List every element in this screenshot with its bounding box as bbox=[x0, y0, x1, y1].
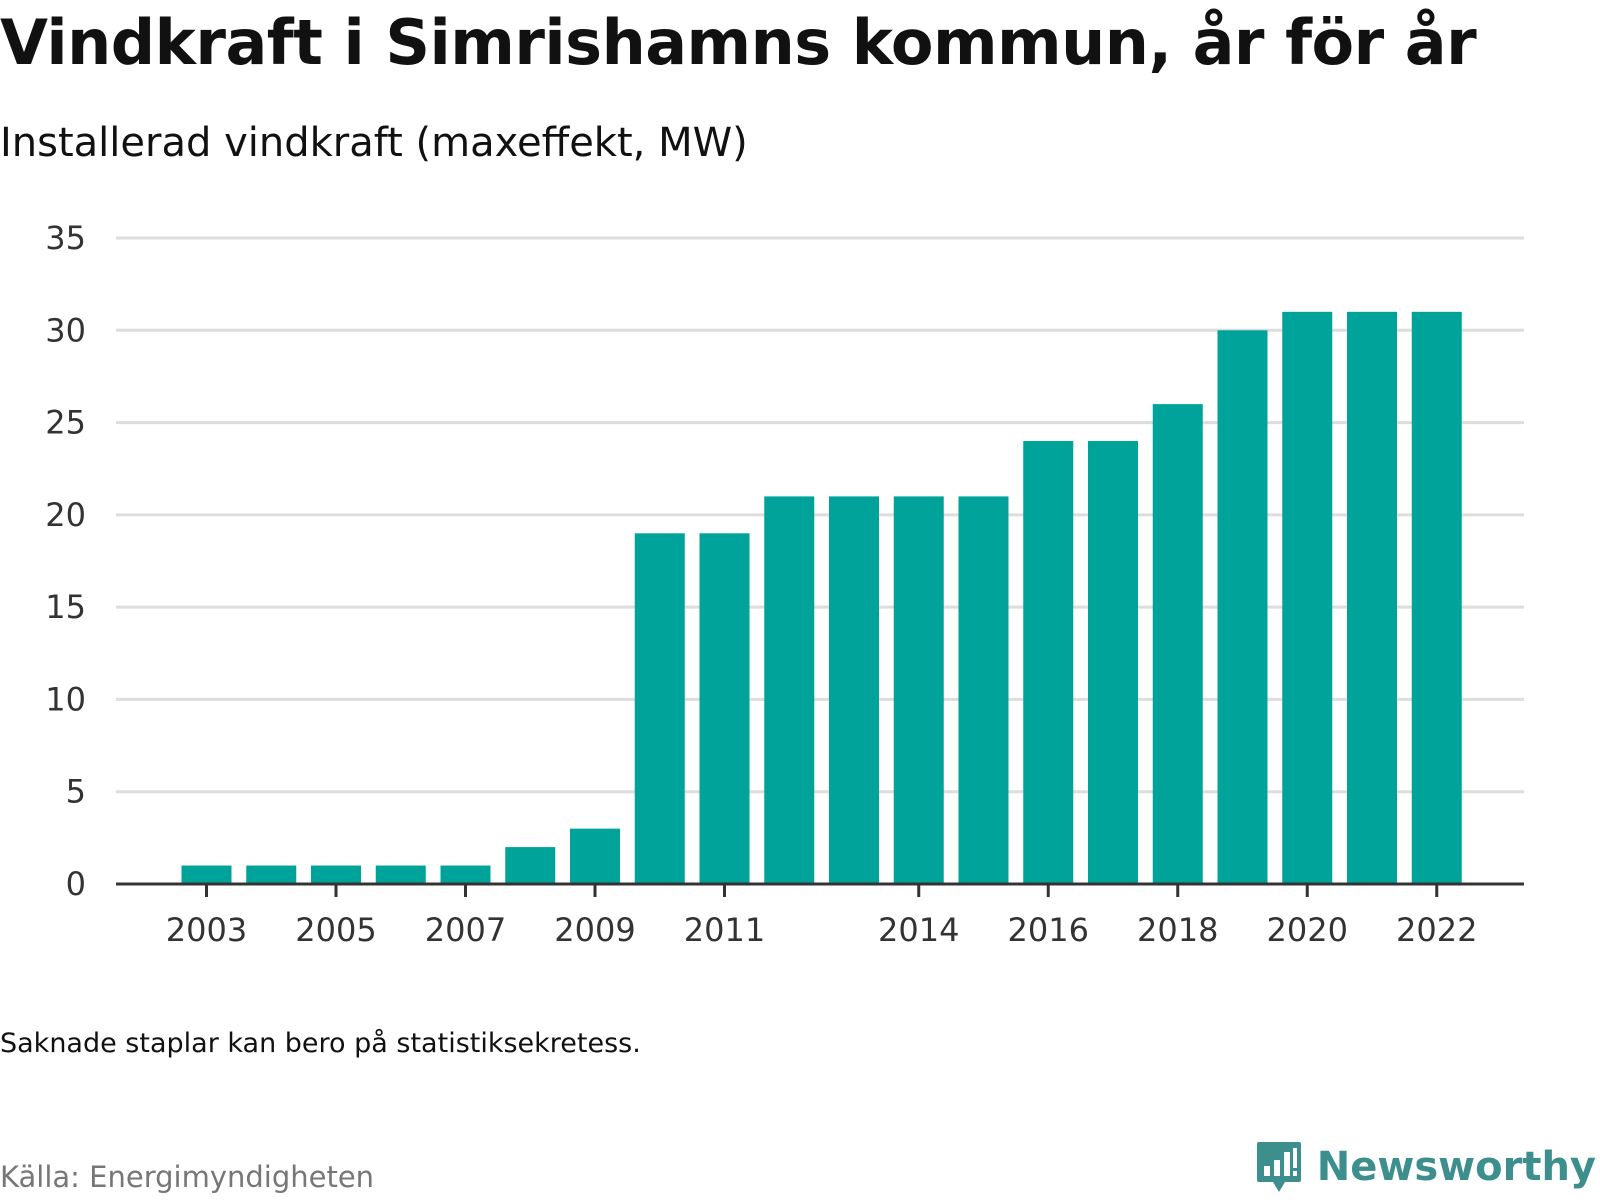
y-tick-label: 5 bbox=[66, 773, 86, 811]
bar-2008 bbox=[505, 847, 556, 884]
x-tick-label: 2003 bbox=[166, 911, 247, 949]
bar-2014 bbox=[893, 496, 944, 884]
bar-2011 bbox=[699, 533, 750, 884]
bar-2019 bbox=[1217, 330, 1268, 884]
bar-2018 bbox=[1152, 404, 1203, 884]
bar-2006 bbox=[375, 865, 426, 884]
x-tick-label: 2005 bbox=[295, 911, 376, 949]
bar-2017 bbox=[1088, 441, 1138, 884]
x-axis bbox=[116, 882, 1524, 897]
x-tick-label: 2011 bbox=[684, 911, 765, 949]
x-tick-label: 2014 bbox=[878, 911, 959, 949]
bar-2012 bbox=[764, 496, 815, 884]
chart-subtitle: Installerad vindkraft (maxeffekt, MW) bbox=[0, 120, 748, 166]
y-tick-label: 15 bbox=[45, 588, 86, 626]
y-tick-label: 0 bbox=[66, 865, 86, 903]
y-tick-label: 20 bbox=[45, 496, 86, 534]
y-tick-label: 25 bbox=[45, 404, 86, 442]
y-tick-label: 30 bbox=[45, 311, 86, 349]
source-label: Källa: Energimyndigheten bbox=[0, 1160, 375, 1194]
bars bbox=[181, 311, 1462, 884]
bar-2007 bbox=[440, 865, 491, 884]
bar-2022 bbox=[1411, 311, 1462, 884]
x-tick-label: 2018 bbox=[1137, 911, 1218, 949]
x-tick-label: 2016 bbox=[1008, 911, 1089, 949]
bar-2004 bbox=[246, 865, 297, 884]
y-tick-label: 10 bbox=[45, 680, 86, 718]
x-tick-label: 2022 bbox=[1396, 911, 1477, 949]
bar-chart-speech-bubble-icon bbox=[1256, 1142, 1301, 1192]
x-axis-labels: 2003 2005 2007 2009 2011 2014 2016 2018 2020 2022 bbox=[166, 911, 1478, 949]
bar-2013 bbox=[829, 496, 879, 884]
x-tick-label: 2007 bbox=[425, 911, 506, 949]
bar-2003 bbox=[181, 865, 232, 884]
y-tick-label: 35 bbox=[45, 219, 86, 257]
gridlines bbox=[116, 236, 1524, 794]
bar-2021 bbox=[1347, 311, 1397, 884]
bar-2010 bbox=[634, 533, 685, 884]
bar-2005 bbox=[311, 865, 361, 884]
y-axis-labels: 0 5 10 15 20 25 30 35 bbox=[45, 219, 86, 903]
bar-2015 bbox=[958, 496, 1009, 884]
bar-2009 bbox=[570, 828, 620, 884]
newsworthy-logo: Newsworthy bbox=[1255, 1140, 1596, 1194]
brand-name: Newsworthy bbox=[1316, 1144, 1596, 1190]
bar-2016 bbox=[1023, 441, 1074, 884]
bar-2020 bbox=[1282, 311, 1333, 884]
footnote: Saknade staplar kan bero på statistiksek… bbox=[0, 1028, 641, 1059]
x-tick-label: 2009 bbox=[554, 911, 635, 949]
x-tick-label: 2020 bbox=[1267, 911, 1348, 949]
chart-title: Vindkraft i Simrishamns kommun, år för å… bbox=[0, 6, 1477, 79]
